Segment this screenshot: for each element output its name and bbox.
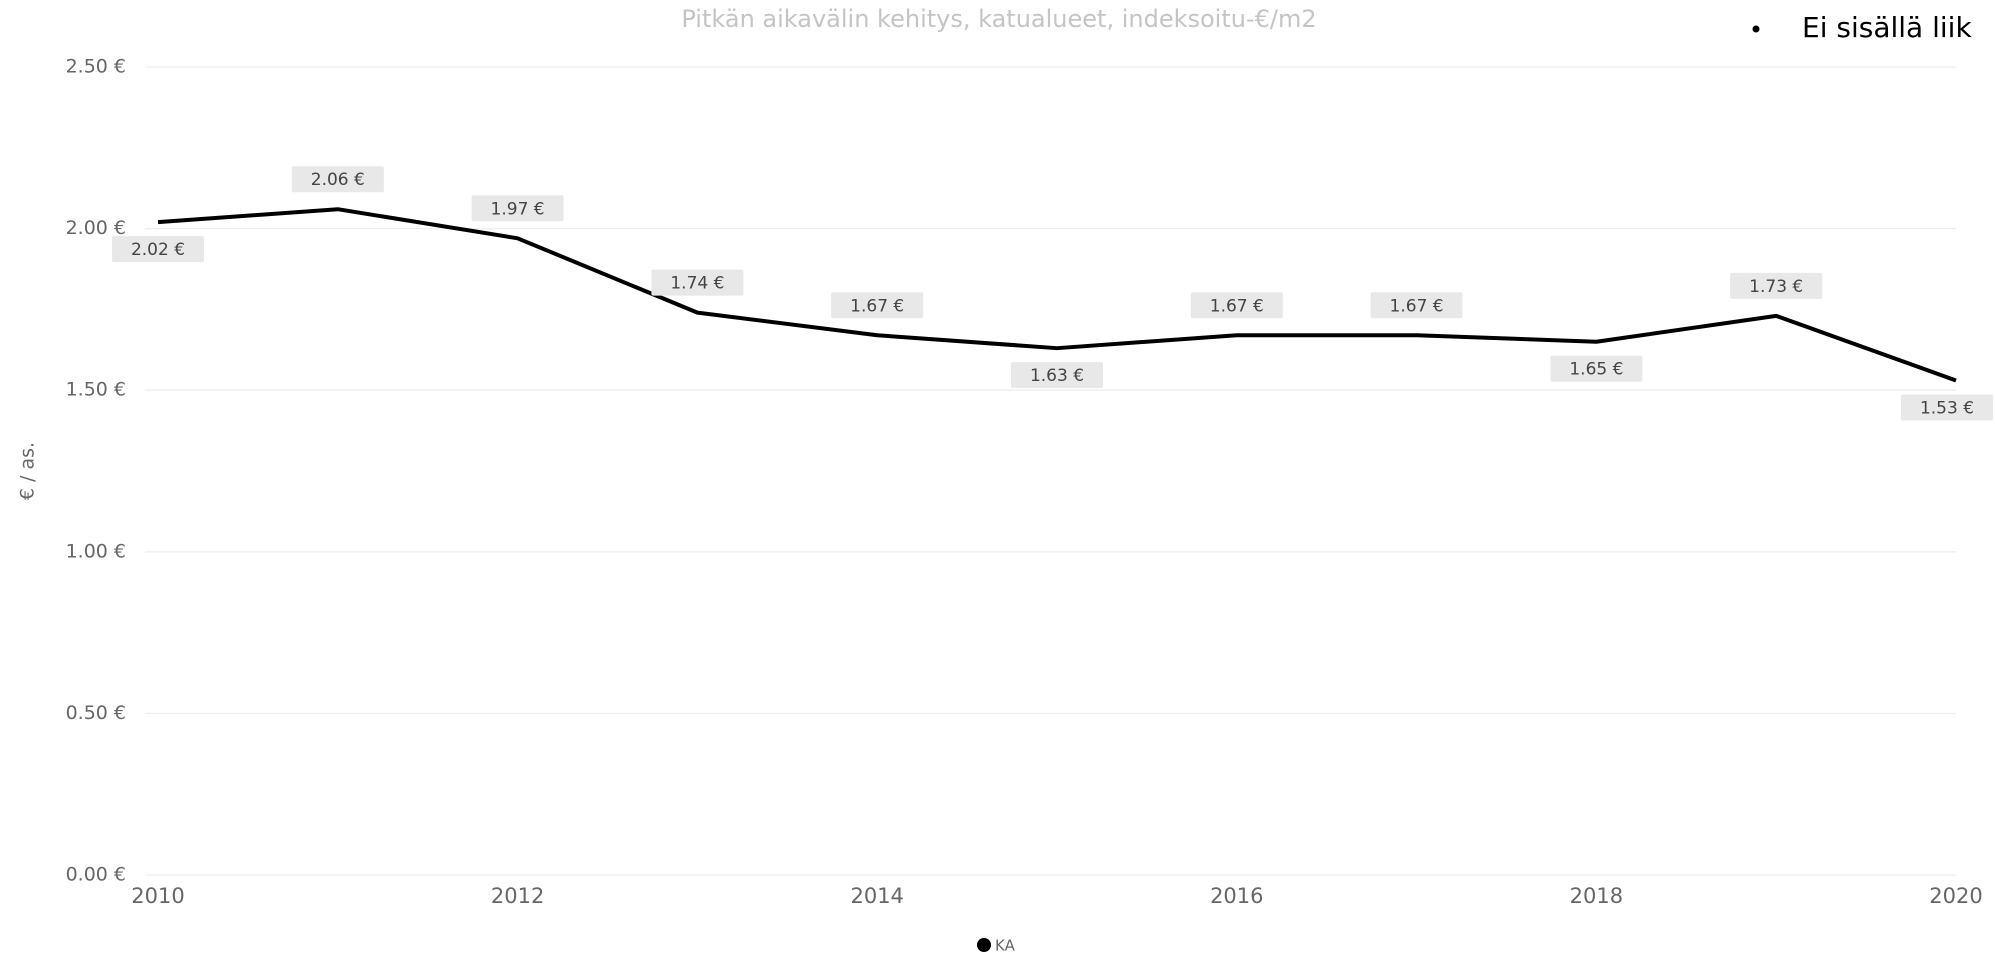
data-label: 1.65 € xyxy=(1569,360,1623,380)
y-tick-label: 0.50 € xyxy=(66,702,126,724)
data-label: 1.73 € xyxy=(1749,277,1803,297)
data-label: 1.74 € xyxy=(670,274,724,294)
data-label: 1.53 € xyxy=(1920,399,1974,419)
data-label: 1.67 € xyxy=(1390,296,1444,316)
data-label-box xyxy=(471,195,564,222)
data-label-box xyxy=(831,292,924,319)
y-axis-label: € / as. xyxy=(17,442,39,500)
annotation: Ei sisällä liik xyxy=(1802,11,1972,44)
data-label: 1.63 € xyxy=(1030,366,1084,386)
x-tick-label: 2020 xyxy=(1929,884,1982,908)
data-label-box xyxy=(112,236,204,263)
x-tick-label: 2016 xyxy=(1210,884,1263,908)
y-tick-label: 0.00 € xyxy=(66,864,126,886)
data-label-box xyxy=(1550,355,1643,382)
y-tick-label: 1.50 € xyxy=(66,379,126,401)
data-label-box xyxy=(291,166,384,193)
chart-title: Pitkän aikavälin kehitys, katualueet, in… xyxy=(681,5,1316,33)
line xyxy=(157,207,1957,383)
x-tick-label: 2018 xyxy=(1570,884,1623,908)
x-tick-label: 2012 xyxy=(491,884,544,908)
y-tick-label: 2.50 € xyxy=(66,56,126,78)
x-tick-label: 2010 xyxy=(131,884,184,908)
data-label-box xyxy=(1011,362,1103,389)
data-label-box xyxy=(1190,292,1283,319)
y-tick-label: 1.00 € xyxy=(66,540,126,562)
legend-marker xyxy=(977,938,991,952)
data-label-box xyxy=(1730,272,1823,299)
data-label-box xyxy=(1370,292,1463,319)
data-label-box xyxy=(1901,394,1993,421)
legend-label: KA xyxy=(995,937,1016,955)
data-label: 1.97 € xyxy=(491,199,545,219)
data-label: 1.67 € xyxy=(850,296,904,316)
y-tick-label: 2.00 € xyxy=(66,217,126,239)
data-label-box xyxy=(651,269,744,296)
data-label: 2.02 € xyxy=(131,240,185,260)
data-label: 2.06 € xyxy=(311,170,365,190)
data-label: 1.67 € xyxy=(1210,296,1264,316)
x-tick-label: 2014 xyxy=(850,884,903,908)
bullet xyxy=(1752,25,1760,33)
